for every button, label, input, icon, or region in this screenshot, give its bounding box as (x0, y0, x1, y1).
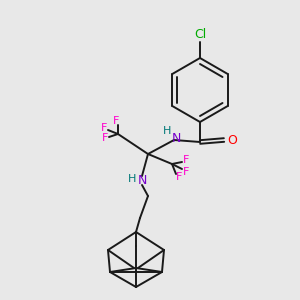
Text: H: H (163, 126, 171, 136)
Text: F: F (113, 116, 119, 126)
Text: F: F (183, 155, 189, 165)
Text: N: N (171, 131, 181, 145)
Text: Cl: Cl (194, 28, 206, 40)
Text: F: F (101, 123, 107, 133)
Text: O: O (227, 134, 237, 146)
Text: F: F (102, 133, 108, 143)
Text: H: H (128, 174, 136, 184)
Text: F: F (176, 172, 182, 182)
Text: N: N (137, 173, 147, 187)
Text: F: F (183, 167, 189, 177)
